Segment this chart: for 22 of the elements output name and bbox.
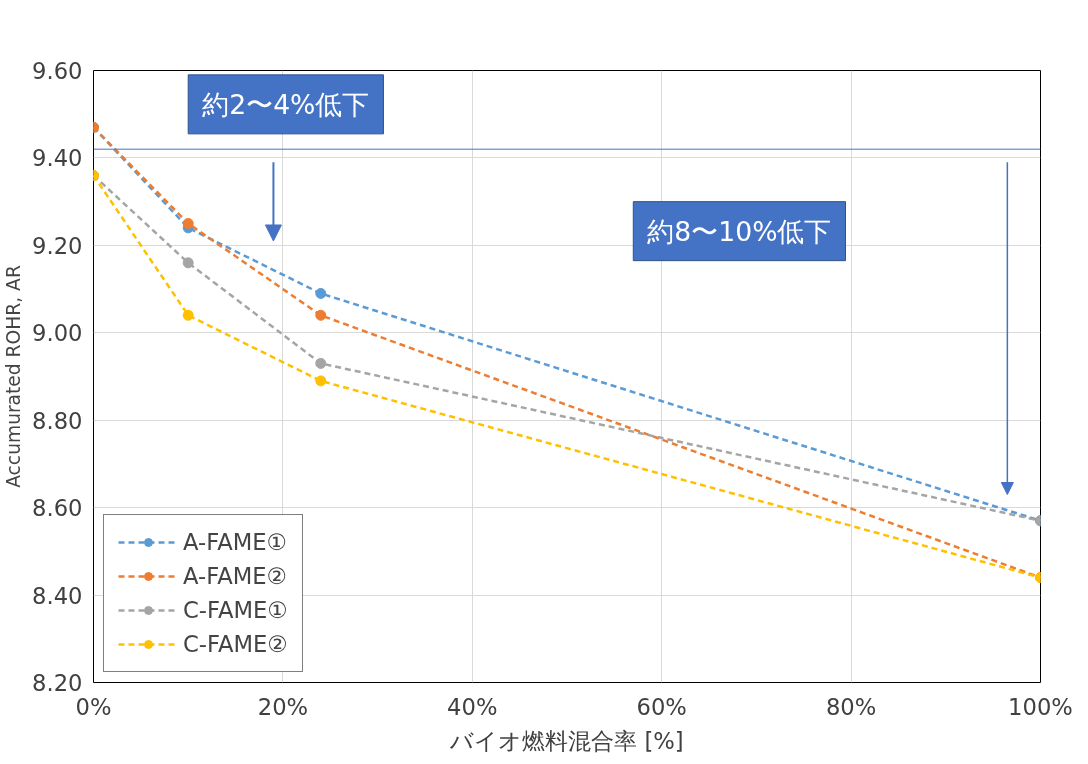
- y-tick-label: 9.00: [32, 320, 83, 347]
- annotation: 約2〜4%低下: [202, 88, 370, 120]
- x-tick-label: 80%: [825, 693, 877, 720]
- y-tick-label: 8.80: [32, 407, 83, 434]
- x-tick-label: 0%: [75, 693, 112, 720]
- y-tick-label: 9.40: [32, 145, 83, 172]
- y-tick-label: 8.20: [32, 670, 83, 696]
- y-tick-label: 8.40: [32, 582, 83, 609]
- legend-label: C-FAME②: [183, 631, 288, 657]
- x-tick-label: 20%: [257, 693, 309, 720]
- x-tick-label: 100%: [1008, 693, 1073, 720]
- legend-label: A-FAME①: [183, 529, 287, 555]
- legend-label: A-FAME②: [183, 563, 287, 589]
- x-tick-label: 40%: [447, 693, 498, 720]
- annotation: 約8〜10%低下: [647, 215, 832, 247]
- y-axis-title: Accumurated ROHR, AR: [3, 265, 25, 488]
- x-axis-title: バイオ燃料混合率 [%]: [449, 727, 684, 754]
- legend-label: C-FAME①: [183, 597, 288, 623]
- y-tick-label: 8.60: [32, 495, 83, 522]
- x-tick-label: 60%: [636, 693, 687, 720]
- y-tick-label: 9.20: [32, 232, 83, 259]
- y-tick-label: 9.60: [32, 58, 83, 84]
